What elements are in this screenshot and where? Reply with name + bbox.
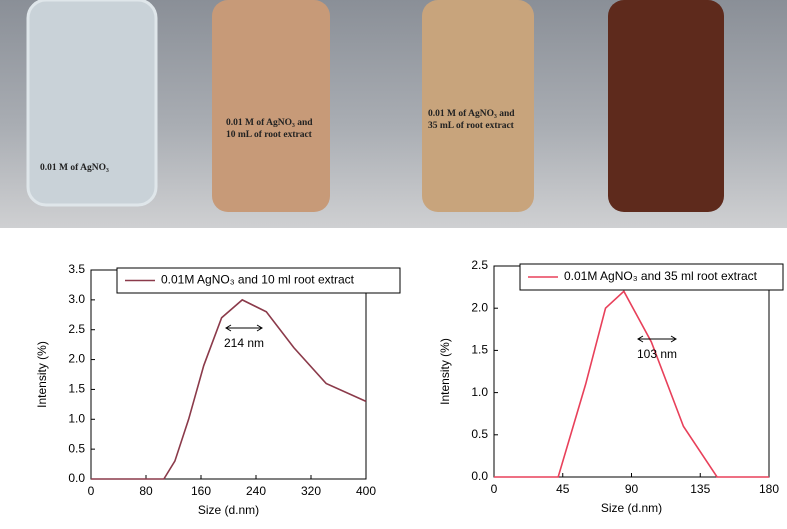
vial-label: 10 mL of root extract: [226, 130, 313, 140]
y-tick-label: 0.5: [471, 427, 488, 441]
vial-label: 0.01 M of AgNO₃ and: [428, 109, 515, 119]
vial-label: 35 mL of root extract: [428, 121, 515, 131]
x-axis-label: Size (d.nm): [601, 501, 662, 515]
legend-label: 0.01M AgNO₃ and 10 ml root extract: [161, 273, 355, 287]
x-tick-label: 80: [139, 484, 153, 498]
vial: [212, 0, 330, 212]
y-tick-label: 2.5: [68, 322, 85, 336]
y-tick-label: 1.5: [471, 343, 488, 357]
annotation-arrow: [637, 335, 677, 343]
y-tick-label: 1.0: [471, 385, 488, 399]
x-tick-label: 90: [625, 482, 639, 496]
y-axis-label: Intensity (%): [438, 338, 452, 405]
y-tick-label: 3.0: [68, 292, 85, 306]
annotation: 103 nm: [637, 347, 677, 361]
plot-frame: [493, 265, 770, 478]
x-tick-label: 135: [690, 482, 710, 496]
y-axis-label: Intensity (%): [35, 341, 49, 408]
x-axis-label: Size (d.nm): [198, 503, 259, 517]
x-tick-label: 320: [301, 484, 321, 498]
x-tick-label: 160: [191, 484, 211, 498]
legend-box: [519, 263, 784, 291]
x-tick-label: 0: [88, 484, 95, 498]
x-tick-label: 240: [246, 484, 266, 498]
annotation-arrow: [225, 324, 263, 332]
vial: [608, 0, 724, 212]
y-tick-label: 1.5: [68, 382, 85, 396]
vial: [26, 0, 158, 207]
legend-label: 0.01M AgNO₃ and 35 ml root extract: [564, 269, 758, 283]
annotation: 214 nm: [224, 336, 264, 350]
vial-label: 0.01 M of AgNO₃: [40, 163, 109, 173]
photo: [0, 0, 787, 228]
y-tick-label: 0.0: [68, 471, 85, 485]
y-tick-label: 1.0: [68, 411, 85, 425]
y-tick-label: 0.0: [471, 469, 488, 483]
vial-label: 0.01 M of AgNO₃ and: [226, 118, 313, 128]
y-tick-label: 2.0: [68, 352, 85, 366]
x-tick-label: 45: [556, 482, 570, 496]
x-tick-label: 0: [491, 482, 498, 496]
y-tick-label: 0.5: [68, 441, 85, 455]
x-tick-label: 180: [759, 482, 779, 496]
y-tick-label: 2.5: [471, 258, 488, 272]
vial: [422, 0, 534, 212]
data-line: [91, 298, 367, 480]
data-line: [494, 290, 769, 478]
y-tick-label: 2.0: [471, 300, 488, 314]
legend-box: [116, 267, 401, 294]
x-tick-label: 400: [356, 484, 376, 498]
y-tick-label: 3.5: [68, 262, 85, 276]
plot-frame: [90, 269, 367, 480]
